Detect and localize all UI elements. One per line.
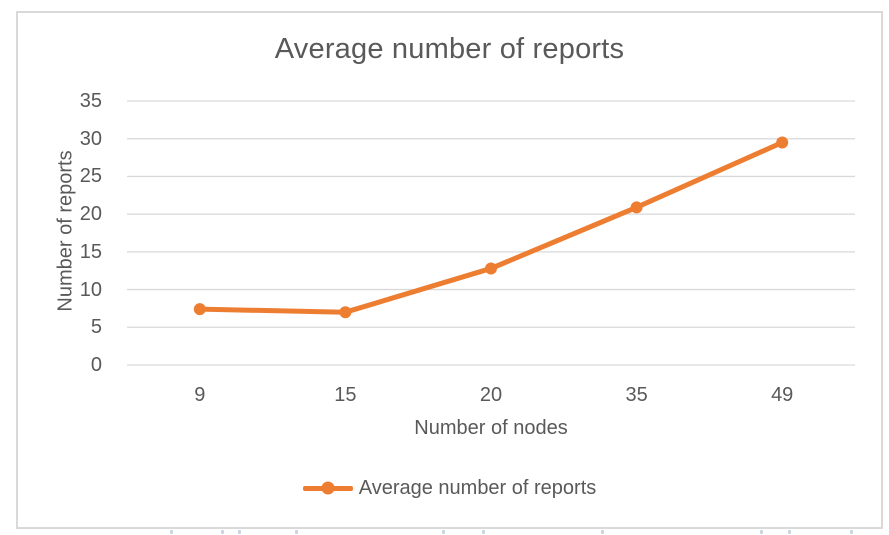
y-axis-tick-label: 10 xyxy=(79,278,102,301)
legend-marker-icon xyxy=(321,481,335,495)
plot-area xyxy=(127,100,855,366)
data-point-marker xyxy=(339,306,352,319)
x-axis-title: Number of nodes xyxy=(414,417,568,439)
y-axis-tick-label: 35 xyxy=(79,90,102,112)
chart-title: Average number of reports xyxy=(274,33,625,65)
chart-frame: Average number of reports Number of repo… xyxy=(16,11,883,529)
y-axis-tick-label: 0 xyxy=(90,354,102,376)
legend: Average number of reports xyxy=(18,476,881,500)
legend-label: Average number of reports xyxy=(358,476,597,499)
data-point-marker xyxy=(776,136,789,149)
x-axis-tick-label: 49 xyxy=(771,384,794,406)
series-line xyxy=(197,139,785,315)
y-axis-tick-label: 5 xyxy=(90,316,102,339)
cropped-caption-fragments xyxy=(0,529,889,535)
data-point-marker xyxy=(193,303,206,316)
data-point-marker xyxy=(485,262,497,275)
data-point-marker xyxy=(630,201,643,214)
x-axis-tick-label: 20 xyxy=(479,384,503,406)
y-axis-tick-label: 15 xyxy=(79,240,102,263)
x-axis-tick-label: 15 xyxy=(334,384,357,406)
y-axis-tick-label: 20 xyxy=(79,203,102,226)
x-axis-tick-label: 35 xyxy=(625,384,648,406)
x-axis-tick-label: 9 xyxy=(194,384,206,406)
y-axis-tick-label: 30 xyxy=(79,127,102,150)
legend-line-swatch xyxy=(302,481,353,495)
y-axis-tick-label: 25 xyxy=(79,165,102,188)
